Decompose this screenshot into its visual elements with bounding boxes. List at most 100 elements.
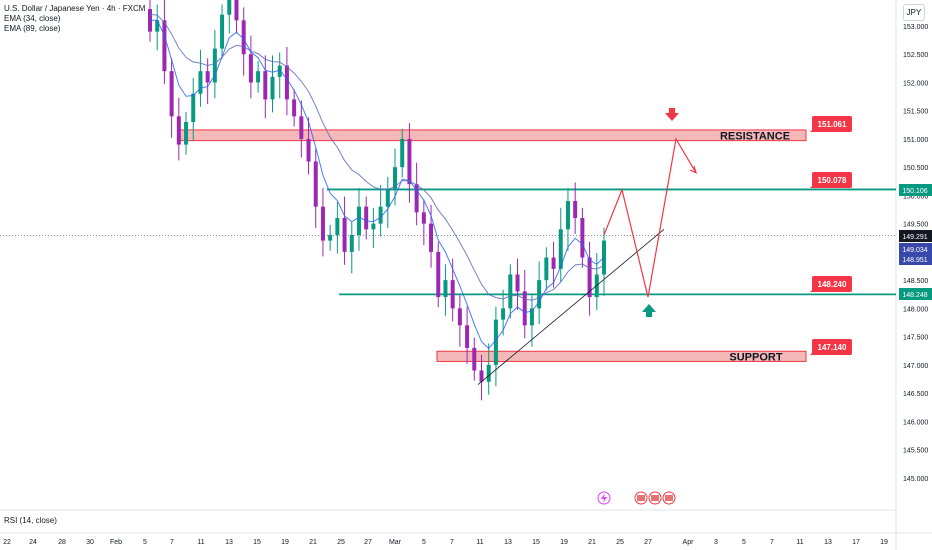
candle-body <box>580 217 585 258</box>
trendline <box>477 228 665 385</box>
candle-body <box>421 212 426 224</box>
candle-body <box>587 257 592 298</box>
price-tag-label: 149.291 <box>902 234 927 241</box>
candle-body <box>573 201 578 218</box>
callout-label: 148.240 <box>818 280 847 289</box>
x-tick-label: 19 <box>880 539 888 546</box>
x-tick-label: 5 <box>422 539 426 546</box>
callout-box <box>812 116 852 132</box>
candle-body <box>436 251 441 298</box>
candle-body <box>155 20 160 32</box>
candle-body <box>169 71 174 117</box>
y-tick-label: 148.500 <box>903 278 928 285</box>
candle-body <box>479 370 484 382</box>
candle-body <box>191 93 196 122</box>
x-tick-label: 11 <box>197 539 204 546</box>
candle-body <box>558 229 563 269</box>
y-tick-label: 148.000 <box>903 306 928 313</box>
candle-body <box>299 116 304 139</box>
zone-label-support: SUPPORT <box>729 351 782 363</box>
candle-body <box>378 206 383 224</box>
x-tick-label: 3 <box>714 539 718 546</box>
us-flag-icon <box>665 495 673 501</box>
price-tag-label: 148.248 <box>902 292 927 299</box>
candle-body <box>227 0 232 15</box>
price-tag-label: 148.951 <box>902 257 927 264</box>
x-tick-label: Apr <box>683 539 695 546</box>
us-flag-icon <box>651 495 659 501</box>
candle-body <box>371 223 376 230</box>
price-tag <box>899 288 932 300</box>
candle-body <box>263 71 268 100</box>
x-tick-label: 19 <box>281 539 289 546</box>
price-tag <box>899 230 932 242</box>
x-tick-label: 5 <box>742 539 746 546</box>
rsi-label: RSI (14, close) <box>4 516 57 525</box>
price-tag <box>899 184 932 196</box>
x-tick-label: 15 <box>532 539 540 546</box>
candle-body <box>515 274 520 292</box>
y-tick-label: 150.500 <box>903 165 928 172</box>
x-tick-label: 7 <box>770 539 774 546</box>
x-tick-label: Feb <box>110 539 122 546</box>
candle-body <box>364 206 369 230</box>
lightning-icon <box>601 493 607 503</box>
x-tick-label: 28 <box>58 539 66 546</box>
candle-body <box>465 325 470 348</box>
candle-body <box>356 206 361 235</box>
candle-body <box>522 291 527 326</box>
candle-body <box>292 99 297 117</box>
ema89-line <box>149 13 605 301</box>
callout-label: 150.078 <box>818 176 847 185</box>
x-tick-label: 11 <box>476 539 483 546</box>
x-tick-label: 17 <box>852 539 860 546</box>
candle-body <box>256 71 261 83</box>
ema34-line <box>149 19 605 350</box>
callout-label: 151.061 <box>818 120 847 129</box>
x-tick-label: 22 <box>3 539 11 546</box>
candle-body <box>472 347 477 371</box>
candle-body <box>306 138 311 162</box>
y-tick-label: 145.500 <box>903 448 928 455</box>
price-tag-label: 149.034 <box>902 247 927 254</box>
x-tick-label: 11 <box>796 539 803 546</box>
x-tick-label: 13 <box>504 539 512 546</box>
candle-body <box>486 364 491 382</box>
zone-resistance <box>178 129 807 142</box>
candle-body <box>544 257 549 281</box>
candle-body <box>241 20 246 55</box>
candle-body <box>457 308 462 326</box>
candle-body <box>176 116 181 145</box>
candle-body <box>342 217 347 252</box>
currency-button[interactable]: JPY <box>903 4 925 21</box>
x-tick-label: 7 <box>170 539 174 546</box>
us-flag-icon <box>637 495 645 501</box>
symbol-title: U.S. Dollar / Japanese Yen · 4h · FXCM <box>4 4 146 13</box>
down-arrow-icon <box>665 108 679 121</box>
candle-body <box>212 48 217 83</box>
y-tick-label: 151.500 <box>903 109 928 116</box>
x-tick-label: 30 <box>86 539 94 546</box>
x-tick-label: 13 <box>824 539 832 546</box>
candle-body <box>393 167 398 190</box>
x-tick-label: 21 <box>588 539 596 546</box>
y-tick-label: 146.000 <box>903 419 928 426</box>
price-tag-label: 150.106 <box>902 188 927 195</box>
x-tick-label: 27 <box>364 539 372 546</box>
up-arrow-icon <box>642 304 656 317</box>
zone-support <box>436 350 807 362</box>
projection-path <box>603 137 697 298</box>
candle-body <box>198 71 203 94</box>
candle-body <box>407 138 412 185</box>
candle-body <box>335 217 340 235</box>
candle-body <box>429 223 434 252</box>
candle-body <box>277 65 282 77</box>
projection-arrowhead <box>689 165 697 174</box>
y-tick-label: 146.500 <box>903 391 928 398</box>
callout-label: 147.140 <box>818 343 847 352</box>
y-tick-label: 153.000 <box>903 24 928 31</box>
x-tick-label: Mar <box>389 539 402 546</box>
ema89-legend: EMA (89, close) <box>4 24 61 33</box>
x-tick-label: 24 <box>29 539 37 546</box>
